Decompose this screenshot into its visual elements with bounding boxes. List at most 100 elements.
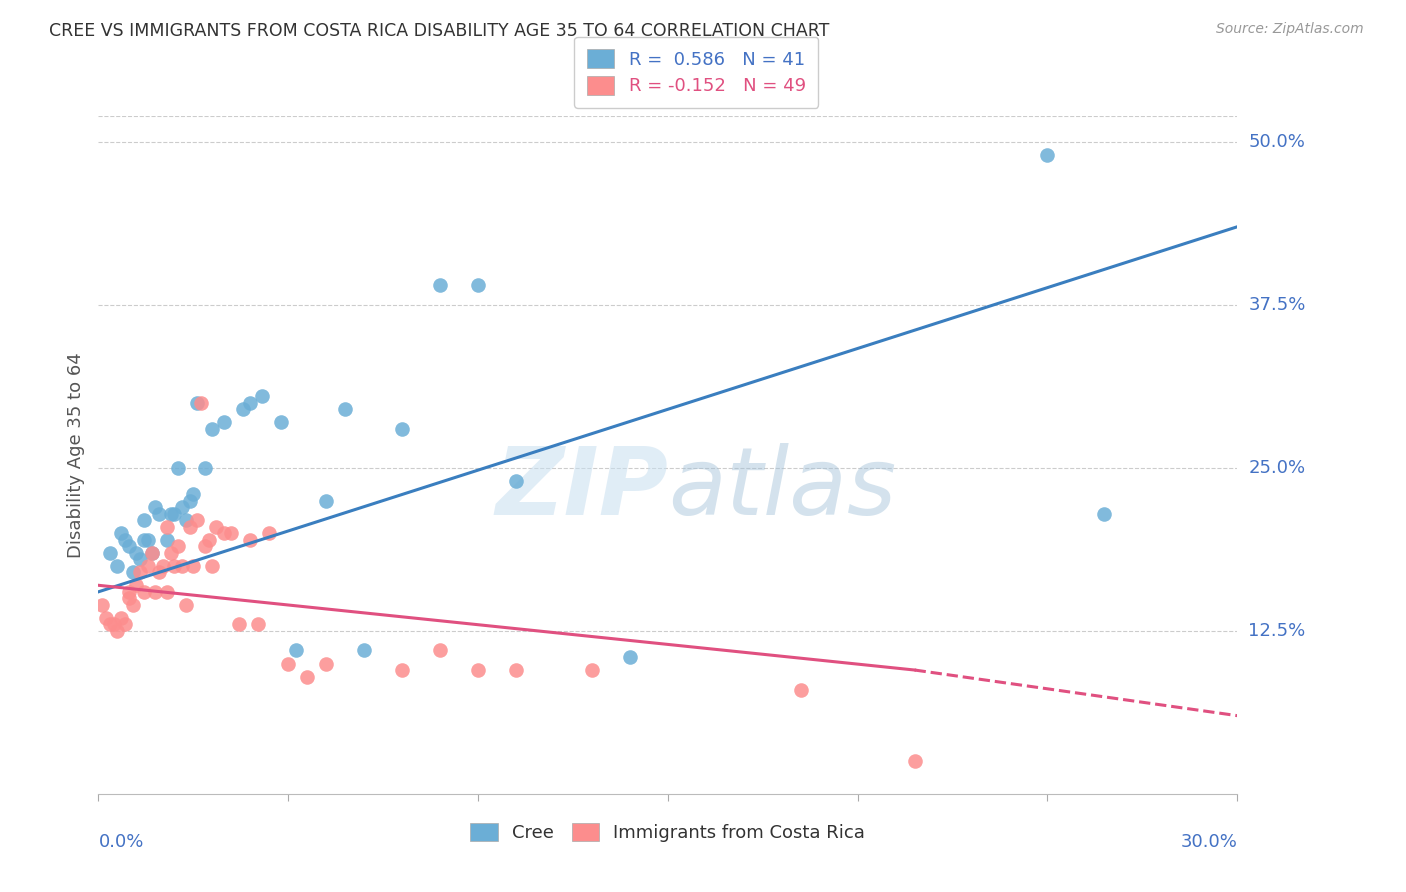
- Point: [429, 278, 451, 293]
- Text: Source: ZipAtlas.com: Source: ZipAtlas.com: [1216, 22, 1364, 37]
- Point: [194, 461, 217, 475]
- Y-axis label: Disability Age 35 to 64: Disability Age 35 to 64: [66, 352, 84, 558]
- Point: [114, 533, 136, 547]
- Point: [156, 519, 179, 533]
- Text: 37.5%: 37.5%: [1249, 296, 1306, 314]
- Point: [156, 584, 179, 599]
- Point: [163, 507, 186, 521]
- Point: [107, 558, 129, 573]
- Point: [239, 396, 262, 410]
- Point: [98, 617, 121, 632]
- Point: [212, 415, 235, 429]
- Point: [201, 422, 224, 436]
- Point: [505, 663, 527, 677]
- Point: [284, 643, 307, 657]
- Point: [136, 533, 159, 547]
- Point: [467, 663, 489, 677]
- Point: [581, 663, 603, 677]
- Point: [118, 584, 141, 599]
- Point: [132, 513, 155, 527]
- Point: [194, 539, 217, 553]
- Text: ZIP: ZIP: [495, 442, 668, 535]
- Point: [315, 657, 337, 671]
- Point: [141, 546, 163, 560]
- Point: [156, 533, 179, 547]
- Point: [159, 507, 181, 521]
- Point: [315, 493, 337, 508]
- Point: [118, 591, 141, 606]
- Text: 30.0%: 30.0%: [1181, 833, 1237, 851]
- Text: 50.0%: 50.0%: [1249, 133, 1305, 151]
- Point: [103, 617, 125, 632]
- Text: 12.5%: 12.5%: [1249, 622, 1306, 640]
- Point: [179, 519, 201, 533]
- Point: [186, 396, 208, 410]
- Point: [141, 546, 163, 560]
- Text: 25.0%: 25.0%: [1249, 459, 1306, 477]
- Point: [190, 396, 212, 410]
- Point: [110, 611, 132, 625]
- Point: [125, 546, 148, 560]
- Point: [1094, 507, 1116, 521]
- Point: [1036, 148, 1059, 162]
- Point: [297, 669, 319, 683]
- Point: [170, 500, 193, 514]
- Point: [212, 526, 235, 541]
- Point: [183, 487, 205, 501]
- Point: [335, 402, 357, 417]
- Point: [353, 643, 375, 657]
- Point: [132, 584, 155, 599]
- Point: [391, 663, 413, 677]
- Point: [174, 513, 197, 527]
- Point: [110, 526, 132, 541]
- Point: [125, 578, 148, 592]
- Point: [118, 539, 141, 553]
- Point: [429, 643, 451, 657]
- Point: [114, 617, 136, 632]
- Text: atlas: atlas: [668, 443, 896, 534]
- Point: [98, 546, 121, 560]
- Legend: Cree, Immigrants from Costa Rica: Cree, Immigrants from Costa Rica: [463, 815, 873, 849]
- Point: [163, 558, 186, 573]
- Text: CREE VS IMMIGRANTS FROM COSTA RICA DISABILITY AGE 35 TO 64 CORRELATION CHART: CREE VS IMMIGRANTS FROM COSTA RICA DISAB…: [49, 22, 830, 40]
- Point: [167, 539, 190, 553]
- Point: [619, 650, 641, 665]
- Point: [205, 519, 228, 533]
- Text: 0.0%: 0.0%: [98, 833, 143, 851]
- Point: [121, 566, 143, 580]
- Point: [391, 422, 413, 436]
- Point: [121, 598, 143, 612]
- Point: [170, 558, 193, 573]
- Point: [129, 552, 152, 566]
- Point: [270, 415, 292, 429]
- Point: [107, 624, 129, 638]
- Point: [148, 566, 170, 580]
- Point: [467, 278, 489, 293]
- Point: [159, 546, 181, 560]
- Point: [183, 558, 205, 573]
- Point: [152, 558, 174, 573]
- Point: [246, 617, 269, 632]
- Point: [505, 474, 527, 488]
- Point: [148, 507, 170, 521]
- Point: [186, 513, 208, 527]
- Point: [239, 533, 262, 547]
- Point: [132, 533, 155, 547]
- Point: [197, 533, 219, 547]
- Point: [179, 493, 201, 508]
- Point: [277, 657, 299, 671]
- Point: [94, 611, 117, 625]
- Point: [136, 558, 159, 573]
- Point: [129, 566, 152, 580]
- Point: [250, 389, 273, 403]
- Point: [167, 461, 190, 475]
- Point: [91, 598, 114, 612]
- Point: [201, 558, 224, 573]
- Point: [221, 526, 243, 541]
- Point: [904, 754, 927, 768]
- Point: [259, 526, 281, 541]
- Point: [232, 402, 254, 417]
- Point: [174, 598, 197, 612]
- Point: [145, 500, 167, 514]
- Point: [790, 682, 813, 697]
